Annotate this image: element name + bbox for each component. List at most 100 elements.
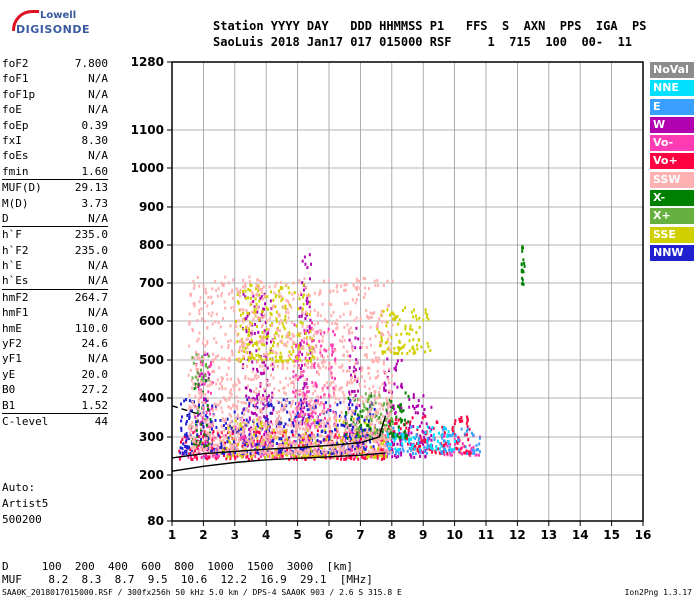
echo-point [302, 302, 305, 306]
echo-point [292, 350, 295, 353]
echo-point [275, 319, 278, 323]
header-line-2: SaoLuis 2018 Jan17 017 015000 RSF 1 715 … [213, 35, 633, 49]
echo-point [320, 329, 323, 333]
echo-point [250, 331, 253, 335]
echo-point [521, 282, 524, 285]
echo-point [414, 411, 417, 415]
echo-point [302, 387, 305, 390]
echo-point [196, 319, 199, 323]
echo-point [392, 433, 395, 437]
echo-point [320, 421, 323, 424]
echo-point [222, 283, 225, 287]
echo-point [441, 436, 444, 440]
echo-point [423, 450, 426, 453]
echo-point [201, 359, 204, 363]
echo-point [342, 345, 345, 349]
echo-point [306, 390, 308, 394]
echo-point [442, 447, 445, 451]
echo-point [308, 451, 310, 454]
echo-point [264, 294, 267, 298]
echo-point [269, 347, 272, 351]
echo-point [203, 433, 206, 437]
param-value: 0.39 [81, 118, 109, 132]
echo-point [286, 340, 289, 344]
echo-point [252, 403, 255, 407]
echo-point [302, 369, 305, 373]
echo-point [227, 426, 230, 430]
echo-point [209, 418, 212, 422]
echo-point [340, 340, 343, 343]
echo-point [214, 449, 217, 453]
echo-point [381, 454, 384, 458]
echo-point [383, 428, 386, 431]
echo-point [349, 442, 352, 446]
echo-point [210, 440, 213, 444]
param-value: N/A [88, 306, 108, 320]
echo-point [196, 446, 199, 450]
echo-point [459, 447, 462, 451]
echo-point [239, 308, 242, 312]
echo-point [286, 451, 289, 455]
echo-point [267, 446, 270, 450]
echo-point [520, 270, 523, 274]
echo-point [451, 433, 454, 437]
echo-point [185, 398, 188, 402]
echo-point [266, 353, 268, 357]
echo-point [387, 415, 390, 419]
echo-point [297, 364, 300, 368]
echo-point [226, 453, 229, 457]
echo-point [284, 406, 287, 410]
echo-point [264, 451, 267, 455]
echo-point [475, 443, 478, 447]
echo-point [207, 354, 210, 358]
echo-point [236, 422, 239, 426]
echo-point [243, 407, 246, 411]
echo-point [221, 379, 223, 383]
echo-point [203, 382, 206, 386]
echo-point [336, 438, 338, 442]
echo-point [274, 336, 277, 340]
echo-point [349, 378, 352, 382]
echo-point [369, 440, 372, 444]
echo-point [249, 357, 252, 360]
echo-point [318, 339, 321, 343]
echo-point [407, 428, 410, 432]
echo-point [389, 342, 392, 346]
echo-point [285, 359, 288, 363]
echo-point [260, 312, 263, 316]
echo-point [350, 457, 353, 461]
auto-scaling-info: Auto: Artist5 500200 [2, 480, 48, 528]
echo-point [334, 428, 337, 432]
echo-point [404, 327, 407, 331]
echo-point [356, 440, 359, 444]
echo-point [210, 382, 213, 386]
echo-point [272, 406, 275, 410]
echo-point [274, 284, 277, 288]
echo-point [344, 429, 347, 433]
echo-point [446, 433, 449, 437]
echo-point [373, 439, 376, 443]
echo-point [196, 339, 199, 343]
echo-point [346, 350, 349, 353]
echo-point [230, 426, 233, 430]
echo-point [294, 441, 297, 445]
echo-point [188, 344, 191, 348]
echo-point [241, 341, 243, 345]
param-row: yF1 N/A [2, 351, 108, 366]
echo-point [255, 349, 258, 353]
echo-point [233, 403, 235, 406]
echo-point [360, 427, 363, 431]
echo-point [195, 405, 198, 409]
echo-point [424, 455, 427, 458]
echo-point [320, 424, 322, 428]
echo-point [260, 281, 263, 285]
echo-point [203, 401, 206, 405]
echo-point [328, 418, 331, 422]
echo-point [429, 446, 432, 450]
echo-point [416, 347, 419, 351]
echo-point [435, 448, 438, 452]
echo-point [263, 423, 266, 427]
echo-point [237, 291, 240, 295]
echo-point [352, 409, 355, 413]
echo-point [256, 367, 258, 371]
